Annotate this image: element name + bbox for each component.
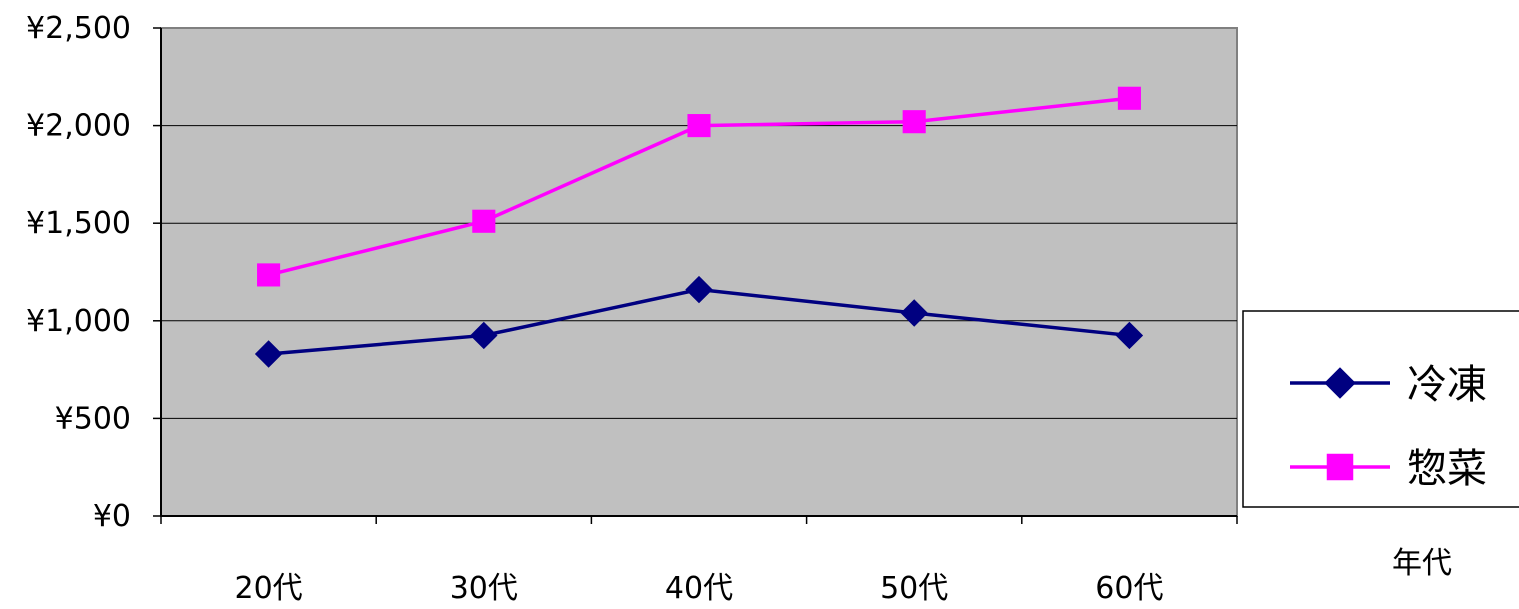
diamond-marker bbox=[685, 275, 713, 304]
legend-square-icon bbox=[1326, 453, 1354, 481]
x-tick-label: 40代 bbox=[665, 571, 733, 606]
y-axis: ¥0 ¥500 ¥1,000 ¥1,500 ¥2,000 ¥2,500 bbox=[26, 11, 162, 534]
square-marker bbox=[902, 110, 926, 134]
x-tick-label: 60代 bbox=[1095, 571, 1163, 606]
x-axis: 20代 30代 40代 50代 60代 bbox=[160, 515, 1238, 606]
diamond-marker bbox=[254, 340, 283, 368]
legend-label: 冷凍 bbox=[1407, 362, 1487, 408]
diamond-marker bbox=[1115, 321, 1144, 350]
y-tick-label: ¥2,500 bbox=[26, 11, 131, 46]
y-tick-label: ¥0 bbox=[93, 499, 131, 534]
series-2 bbox=[257, 86, 1141, 287]
square-marker bbox=[472, 209, 496, 233]
legend-label: 惣菜 bbox=[1407, 446, 1487, 492]
y-tick-label: ¥1,000 bbox=[26, 304, 131, 339]
square-marker bbox=[687, 114, 711, 138]
square-marker bbox=[257, 263, 281, 287]
legend-item: 冷凍 bbox=[1290, 362, 1487, 408]
series-layer bbox=[254, 86, 1144, 368]
x-tick-label: 50代 bbox=[880, 571, 948, 606]
series-1 bbox=[254, 275, 1144, 368]
x-tick-label: 30代 bbox=[450, 571, 518, 606]
diamond-marker bbox=[900, 299, 928, 327]
y-tick-label: ¥1,500 bbox=[26, 206, 131, 241]
legend-diamond-icon bbox=[1324, 367, 1356, 399]
plot-area bbox=[160, 27, 1238, 517]
square-marker bbox=[1117, 86, 1141, 110]
y-tick-label: ¥2,000 bbox=[26, 109, 131, 144]
x-axis-title: 年代 bbox=[1392, 546, 1452, 581]
diamond-marker bbox=[470, 321, 498, 350]
legend-item: 惣菜 bbox=[1290, 446, 1487, 492]
y-tick-label: ¥500 bbox=[55, 401, 131, 436]
x-tick-label: 20代 bbox=[235, 571, 303, 606]
legend-box bbox=[1242, 310, 1519, 508]
